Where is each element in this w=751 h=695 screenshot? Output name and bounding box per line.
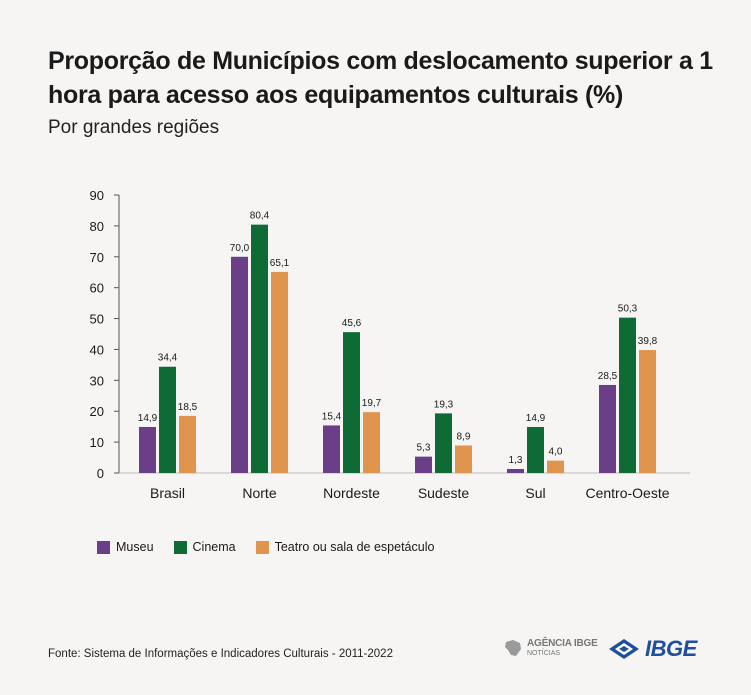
y-tick-label: 10	[90, 435, 104, 450]
bar-value-label: 70,0	[230, 243, 250, 254]
bar-chart: 0 10 20 30 40 50 60 70 80 90 14,9 34,4 18,5 Brasil 70,…	[90, 188, 690, 501]
x-tick-label: Nordeste	[323, 485, 380, 501]
legend-item-cinema: Cinema	[173, 540, 236, 554]
agencia-logo-subtitle: NOTÍCIAS	[527, 650, 561, 657]
ibge-emblem-icon	[609, 639, 639, 659]
y-tick-label: 80	[90, 219, 104, 234]
bar	[547, 460, 564, 473]
y-tick-label: 90	[90, 188, 104, 203]
agencia-ibge-logo: AGÊNCIA IBGE NOTÍCIAS	[503, 638, 598, 658]
legend-label-teatro: Teatro ou sala de espetáculo	[274, 540, 435, 554]
bar	[271, 271, 288, 473]
legend-item-museu: Museu	[97, 540, 154, 554]
ibge-logo-text: IBGE	[645, 636, 697, 661]
legend-label-cinema: Cinema	[192, 540, 236, 554]
bar-value-label: 1,3	[509, 455, 523, 466]
bar	[363, 412, 380, 473]
bar	[323, 425, 340, 473]
bar	[455, 445, 472, 473]
bar	[435, 413, 452, 473]
x-tick-label: Centro-Oeste	[585, 485, 669, 501]
y-tick-label: 20	[90, 404, 104, 419]
legend-item-teatro: Teatro ou sala de espetáculo	[255, 540, 435, 554]
bar	[231, 256, 248, 473]
bar	[527, 426, 544, 473]
bar-value-label: 65,1	[270, 258, 290, 269]
chart-legend: Museu Cinema Teatro ou sala de espetácul…	[97, 540, 434, 554]
ibge-logo: IBGE	[607, 636, 697, 662]
bar-value-label: 19,7	[362, 398, 382, 409]
y-tick-label: 70	[90, 250, 104, 265]
y-tick-label: 50	[90, 312, 104, 327]
bar-value-label: 15,4	[322, 411, 342, 422]
bar-value-label: 8,9	[457, 432, 471, 443]
legend-swatch-cinema	[173, 540, 187, 554]
bar	[619, 317, 636, 473]
bar-value-label: 5,3	[417, 443, 431, 454]
bar-value-label: 34,4	[158, 353, 178, 364]
legend-swatch-museu	[97, 540, 110, 554]
chart-subtitle: Por grandes regiões	[48, 117, 220, 138]
bar	[179, 415, 196, 473]
x-tick-label: Sul	[525, 485, 545, 501]
legend-swatch-teatro	[255, 540, 269, 554]
bar	[599, 384, 616, 473]
bar-value-label: 19,3	[434, 399, 454, 410]
y-tick-label: 0	[97, 466, 104, 481]
bar-value-label: 14,9	[138, 413, 158, 424]
bar	[251, 224, 268, 473]
source-note: Fonte: Sistema de Informações e Indicado…	[48, 648, 393, 660]
bar-value-label: 28,5	[598, 371, 618, 382]
bar-value-label: 45,6	[342, 318, 362, 329]
y-tick-label: 60	[90, 281, 104, 296]
bar	[415, 456, 432, 473]
bar	[639, 350, 656, 473]
legend-label-museu: Museu	[116, 540, 154, 554]
x-tick-label: Norte	[242, 485, 276, 501]
bar-value-label: 39,8	[638, 336, 658, 347]
bar	[139, 426, 156, 473]
bar-value-label: 50,3	[618, 304, 638, 315]
bar	[159, 366, 176, 473]
bar-value-label: 80,4	[250, 211, 270, 222]
bar-value-label: 14,9	[526, 413, 546, 424]
chart-title: Proporção de Municípios com deslocamento…	[48, 47, 713, 109]
y-tick-label: 40	[90, 342, 104, 357]
bar	[343, 332, 360, 473]
brazil-map-icon	[505, 640, 521, 656]
x-tick-label: Brasil	[150, 485, 185, 501]
y-tick-label: 30	[90, 373, 104, 388]
bar	[507, 468, 524, 473]
bar-value-label: 4,0	[549, 447, 563, 458]
bar-value-label: 18,5	[178, 402, 198, 413]
x-tick-label: Sudeste	[418, 485, 470, 501]
agencia-logo-title: AGÊNCIA IBGE	[527, 638, 598, 649]
